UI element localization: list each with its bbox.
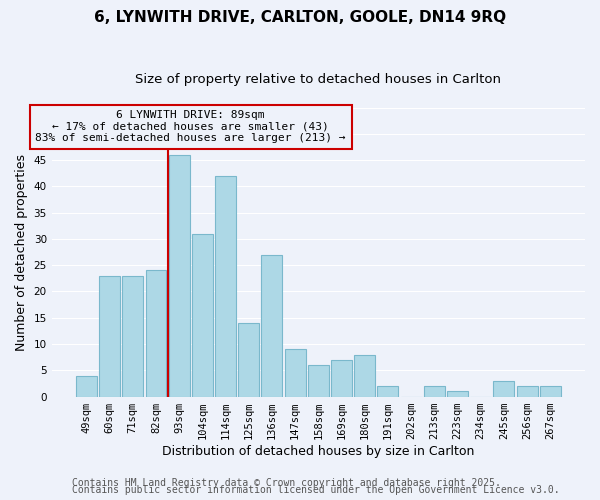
Bar [493,381,514,396]
Bar [122,276,143,396]
Bar [215,176,236,396]
Bar [169,155,190,396]
Text: 6, LYNWITH DRIVE, CARLTON, GOOLE, DN14 9RQ: 6, LYNWITH DRIVE, CARLTON, GOOLE, DN14 9… [94,10,506,25]
Bar [76,376,97,396]
Bar [308,365,329,396]
Title: Size of property relative to detached houses in Carlton: Size of property relative to detached ho… [136,72,502,86]
X-axis label: Distribution of detached houses by size in Carlton: Distribution of detached houses by size … [162,444,475,458]
Bar [99,276,120,396]
Text: Contains public sector information licensed under the Open Government Licence v3: Contains public sector information licen… [72,485,560,495]
Bar [262,254,283,396]
Bar [192,234,213,396]
Text: Contains HM Land Registry data © Crown copyright and database right 2025.: Contains HM Land Registry data © Crown c… [72,478,501,488]
Bar [331,360,352,397]
Bar [424,386,445,396]
Bar [354,354,375,397]
Bar [284,350,305,397]
Bar [517,386,538,396]
Bar [540,386,561,396]
Bar [146,270,166,396]
Bar [377,386,398,396]
Text: 6 LYNWITH DRIVE: 89sqm
← 17% of detached houses are smaller (43)
83% of semi-det: 6 LYNWITH DRIVE: 89sqm ← 17% of detached… [35,110,346,144]
Bar [238,323,259,396]
Y-axis label: Number of detached properties: Number of detached properties [15,154,28,350]
Bar [447,392,468,396]
